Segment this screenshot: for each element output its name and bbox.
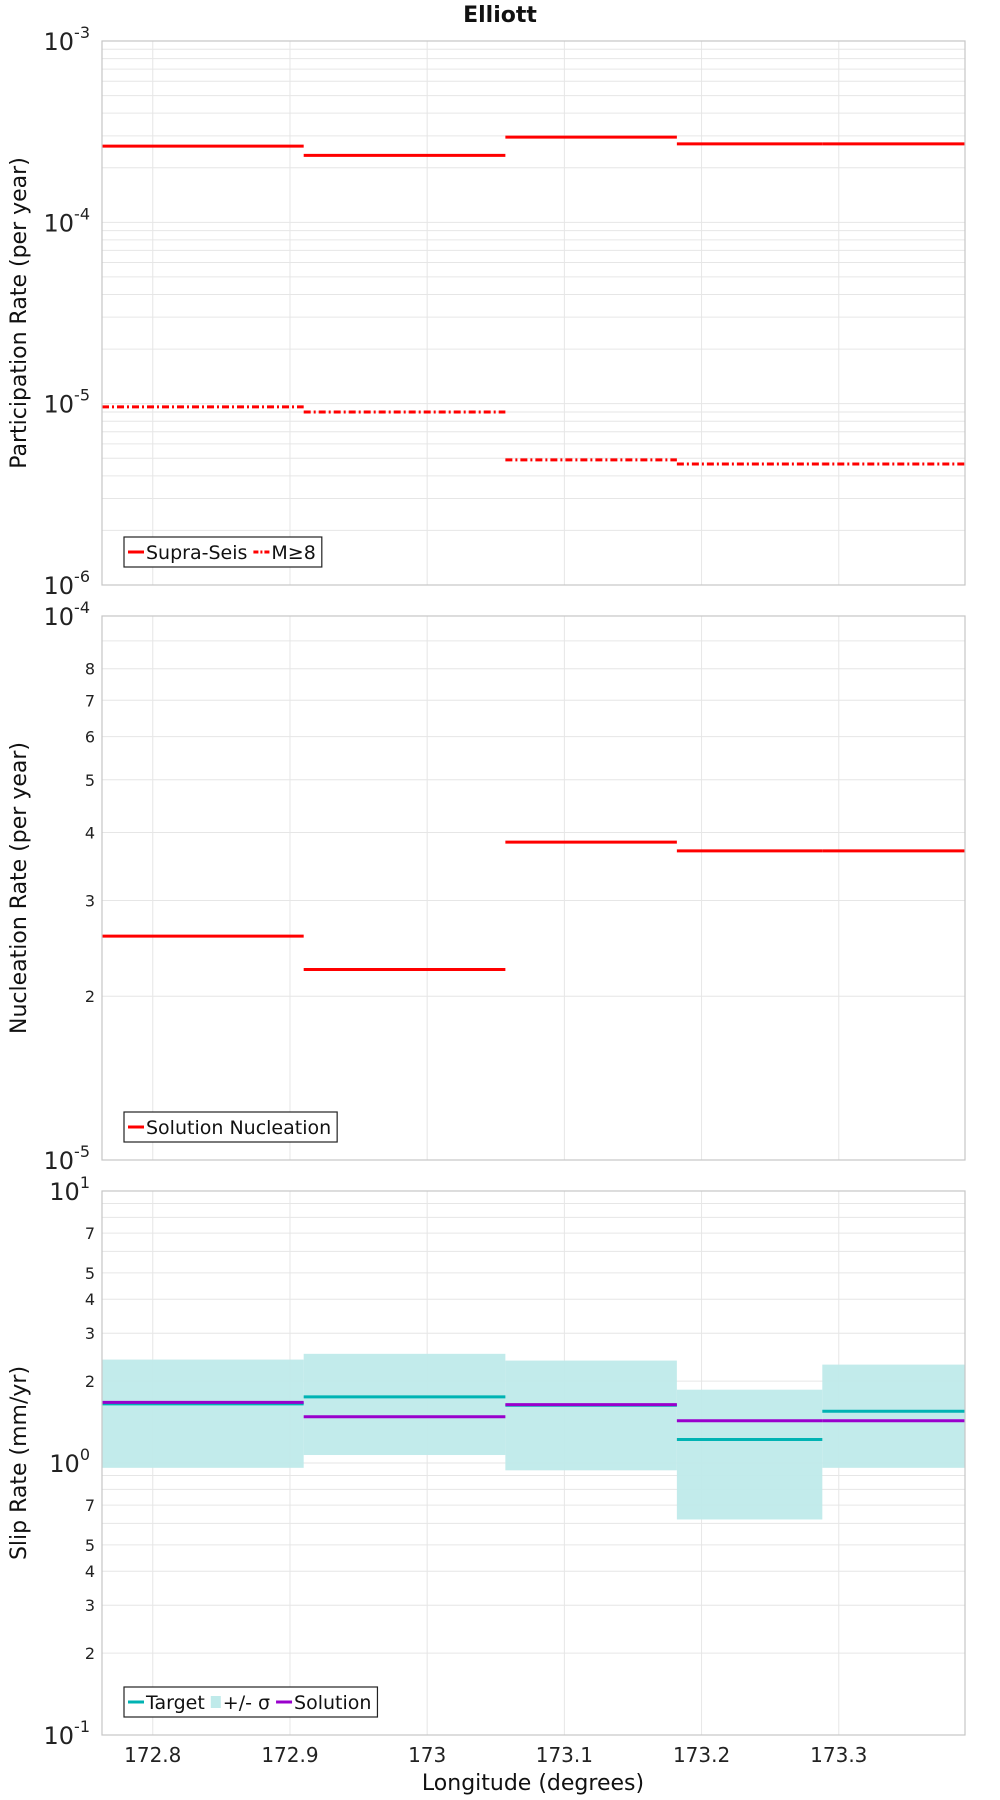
y-tick-base: 10: [49, 1450, 80, 1478]
y-tick-exponent: -1: [74, 1717, 90, 1736]
y-tick-exponent: 0: [80, 1445, 90, 1464]
x-axis-title: Longitude (degrees): [422, 1771, 644, 1796]
sigma-band-segment: [303, 1353, 506, 1456]
y-tick-exponent: 1: [80, 1173, 90, 1192]
y-tick-label: 7: [85, 691, 95, 710]
legend-label: Solution: [294, 1692, 371, 1714]
y-tick-exponent: -5: [74, 1142, 90, 1161]
legend: Solution Nucleation: [123, 1111, 338, 1143]
y-axis-title: Participation Rate (per year): [7, 157, 32, 469]
y-axis-title: Slip Rate (mm/yr): [7, 1366, 32, 1560]
y-tick-label: 3: [85, 1324, 95, 1343]
y-tick-base: 10: [44, 1722, 75, 1750]
y-tick-exponent: -4: [74, 204, 90, 223]
legend-label: Target: [145, 1692, 205, 1714]
y-tick-label: 3: [85, 1596, 95, 1615]
y-tick-label: 2: [85, 987, 95, 1006]
y-tick-base: 10: [44, 209, 75, 237]
y-tick-label: 4: [85, 823, 95, 842]
y-tick-exponent: -5: [74, 386, 90, 405]
y-tick-label: 101: [49, 1173, 90, 1206]
sigma-band-segment: [822, 1364, 965, 1468]
sigma-band-segment: [505, 1360, 677, 1471]
y-tick-label: 6: [85, 728, 95, 747]
y-tick-label: 4: [85, 1290, 95, 1309]
y-tick-label: 10-4: [44, 204, 91, 237]
y-tick-label: 2: [85, 1372, 95, 1391]
y-tick-label: 10-1: [44, 1717, 91, 1750]
legend-swatch-band: [210, 1696, 221, 1708]
y-tick-exponent: -3: [74, 23, 90, 42]
y-tick-base: 10: [44, 28, 75, 56]
sigma-band-segment: [102, 1359, 304, 1468]
y-tick-base: 10: [44, 572, 75, 600]
y-tick-label: 10-6: [44, 567, 91, 600]
y-tick-label: 5: [85, 771, 95, 790]
y-tick-label: 7: [85, 1224, 95, 1243]
x-tick-label: 173.2: [673, 1743, 730, 1767]
y-axis-title: Nucleation Rate (per year): [7, 742, 32, 1034]
y-tick-label: 5: [85, 1536, 95, 1555]
chart-title: Elliott: [463, 3, 537, 28]
y-tick-label: 100: [49, 1445, 90, 1478]
plot-frame: [101, 615, 966, 1161]
y-tick-label: 2: [85, 1644, 95, 1663]
y-tick-base: 10: [44, 1147, 75, 1175]
y-tick-label: 10-4: [44, 598, 91, 631]
legend-box: [123, 1111, 338, 1143]
legend-box: [123, 536, 323, 568]
legend: Target +/- σ Solution: [123, 1686, 379, 1718]
x-tick-label: 173: [408, 1743, 446, 1767]
legend-label: M≥8: [271, 542, 315, 564]
legend-box: [123, 1686, 379, 1718]
legend-label: Supra-Seis: [146, 542, 247, 564]
plot-frame: [101, 1190, 966, 1736]
x-tick-label: 173.1: [536, 1743, 593, 1767]
x-tick-label: 172.9: [261, 1743, 318, 1767]
y-tick-label: 10-5: [44, 386, 91, 419]
y-tick-label: 4: [85, 1562, 95, 1581]
y-tick-base: 10: [49, 1178, 80, 1206]
legend-label: Solution Nucleation: [146, 1117, 331, 1139]
x-tick-label: 172.8: [124, 1743, 181, 1767]
plot-frame: [101, 40, 966, 586]
sigma-band-segment: [676, 1389, 823, 1520]
y-tick-exponent: -4: [74, 598, 90, 617]
x-tick-label: 173.3: [810, 1743, 867, 1767]
y-tick-label: 3: [85, 891, 95, 910]
legend: Supra-Seis M≥8: [123, 536, 323, 568]
y-tick-label: 5: [85, 1264, 95, 1283]
y-tick-base: 10: [44, 603, 75, 631]
y-tick-label: 10-3: [44, 23, 91, 56]
y-tick-exponent: -6: [74, 567, 90, 586]
legend-label: +/- σ: [223, 1692, 270, 1714]
y-tick-base: 10: [44, 391, 75, 419]
y-tick-label: 7: [85, 1496, 95, 1515]
y-tick-label: 10-5: [44, 1142, 91, 1175]
y-tick-label: 8: [85, 660, 95, 679]
